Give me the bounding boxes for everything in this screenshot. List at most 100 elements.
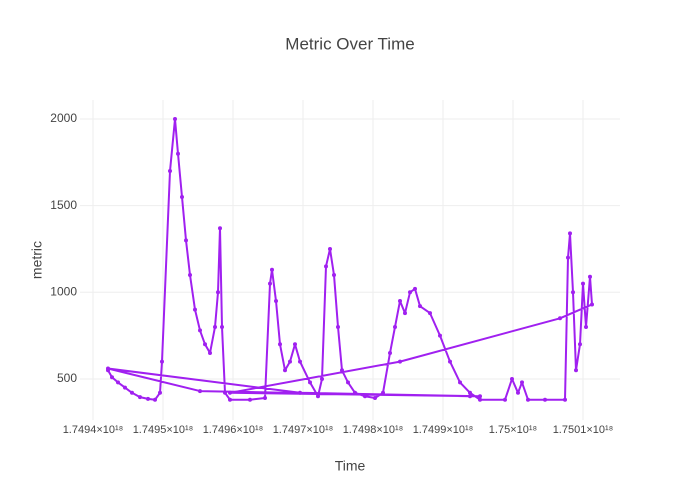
point bbox=[297, 390, 302, 395]
point bbox=[353, 390, 358, 395]
point bbox=[297, 359, 302, 364]
point bbox=[408, 290, 413, 295]
y-tick-label: 1500 bbox=[50, 198, 77, 212]
point bbox=[412, 286, 417, 291]
point bbox=[335, 324, 340, 329]
point bbox=[184, 238, 189, 243]
point bbox=[362, 394, 367, 399]
point bbox=[417, 304, 422, 309]
point bbox=[509, 376, 514, 381]
x-tick-label: 1.7495×10¹⁸ bbox=[133, 424, 194, 436]
point bbox=[287, 359, 292, 364]
point bbox=[580, 281, 585, 286]
point bbox=[542, 397, 547, 402]
point bbox=[577, 342, 582, 347]
point bbox=[262, 395, 267, 400]
point bbox=[202, 342, 207, 347]
point bbox=[525, 397, 530, 402]
chart-title: Metric Over Time bbox=[285, 34, 414, 53]
point bbox=[315, 394, 320, 399]
point bbox=[467, 394, 472, 399]
point bbox=[587, 274, 592, 279]
point bbox=[327, 246, 332, 251]
point bbox=[402, 311, 407, 316]
point bbox=[563, 397, 568, 402]
point bbox=[427, 311, 432, 316]
point bbox=[467, 390, 472, 395]
point bbox=[167, 169, 172, 174]
point bbox=[570, 290, 575, 295]
point bbox=[198, 389, 203, 394]
x-axis-title: Time bbox=[335, 458, 366, 474]
point bbox=[584, 324, 589, 329]
point bbox=[332, 272, 337, 277]
point bbox=[268, 281, 273, 286]
point bbox=[567, 231, 572, 236]
point bbox=[458, 380, 463, 385]
point bbox=[227, 397, 232, 402]
point bbox=[122, 385, 127, 390]
x-tick-label: 1.7497×10¹⁸ bbox=[273, 424, 334, 436]
point bbox=[145, 396, 150, 401]
point bbox=[520, 380, 525, 385]
x-tick-label: 1.7501×10¹⁸ bbox=[553, 424, 614, 436]
series-line bbox=[107, 118, 593, 401]
point bbox=[397, 298, 402, 303]
point bbox=[220, 324, 225, 329]
point bbox=[159, 359, 164, 364]
point bbox=[283, 368, 288, 373]
point bbox=[515, 390, 520, 395]
x-tick-label: 1.7499×10¹⁸ bbox=[413, 424, 474, 436]
point bbox=[115, 380, 120, 385]
point bbox=[319, 376, 324, 381]
point bbox=[478, 394, 483, 399]
point bbox=[179, 195, 184, 200]
point bbox=[346, 380, 351, 385]
x-tick-label: 1.7496×10¹⁸ bbox=[203, 424, 264, 436]
point bbox=[175, 151, 180, 156]
point bbox=[388, 350, 393, 355]
point bbox=[573, 368, 578, 373]
point bbox=[397, 359, 402, 364]
point bbox=[590, 302, 595, 307]
point bbox=[248, 397, 253, 402]
point bbox=[447, 359, 452, 364]
point bbox=[557, 316, 562, 321]
point bbox=[152, 397, 157, 402]
point bbox=[207, 350, 212, 355]
point bbox=[217, 226, 222, 231]
point bbox=[373, 395, 378, 400]
point bbox=[198, 328, 203, 333]
y-axis-title: metric bbox=[29, 241, 45, 279]
x-tick-label: 1.75×10¹⁸ bbox=[489, 424, 537, 436]
point bbox=[137, 395, 142, 400]
point bbox=[269, 267, 274, 272]
point bbox=[292, 342, 297, 347]
point bbox=[187, 272, 192, 277]
point bbox=[478, 397, 483, 402]
x-tick-label: 1.7498×10¹⁸ bbox=[343, 424, 404, 436]
y-tick-label: 1000 bbox=[50, 284, 77, 298]
point bbox=[222, 390, 227, 395]
point bbox=[307, 380, 312, 385]
x-tick-label: 1.7494×10¹⁸ bbox=[63, 424, 124, 436]
point bbox=[437, 333, 442, 338]
point bbox=[109, 375, 114, 380]
point bbox=[213, 324, 218, 329]
point bbox=[215, 290, 220, 295]
point bbox=[192, 307, 197, 312]
point bbox=[105, 366, 110, 371]
point bbox=[227, 390, 232, 395]
point bbox=[324, 264, 329, 269]
y-tick-label: 2000 bbox=[50, 111, 77, 125]
point bbox=[381, 390, 386, 395]
point bbox=[273, 298, 278, 303]
y-tick-label: 500 bbox=[57, 371, 77, 385]
point bbox=[339, 368, 344, 373]
point bbox=[172, 117, 177, 122]
point bbox=[502, 397, 507, 402]
point bbox=[277, 342, 282, 347]
point bbox=[565, 255, 570, 260]
point bbox=[157, 390, 162, 395]
